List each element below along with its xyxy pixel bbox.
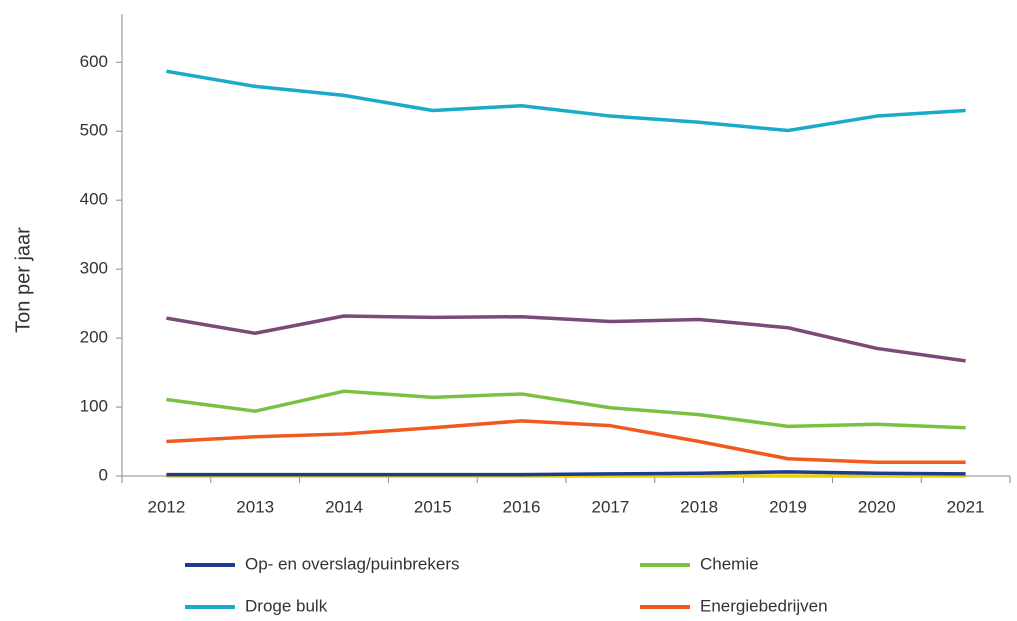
x-tick-label: 2021 bbox=[947, 497, 985, 516]
legend-label: Op- en overslag/puinbrekers bbox=[245, 554, 460, 573]
y-tick-label: 200 bbox=[80, 328, 108, 347]
x-tick-label: 2015 bbox=[414, 497, 452, 516]
y-tick-label: 600 bbox=[80, 52, 108, 71]
series-line bbox=[166, 419, 966, 464]
series-line bbox=[166, 470, 966, 477]
y-axis-label: Ton per jaar bbox=[12, 227, 34, 333]
series-line bbox=[166, 69, 966, 133]
x-tick-label: 2012 bbox=[147, 497, 185, 516]
x-tick-label: 2016 bbox=[503, 497, 541, 516]
y-tick-label: 400 bbox=[80, 190, 108, 209]
series-line bbox=[166, 314, 966, 363]
x-tick-label: 2018 bbox=[680, 497, 718, 516]
x-tick-label: 2014 bbox=[325, 497, 363, 516]
x-tick-label: 2013 bbox=[236, 497, 274, 516]
x-tick-label: 2020 bbox=[858, 497, 896, 516]
legend-label: Energiebedrijven bbox=[700, 596, 828, 615]
series-line bbox=[166, 389, 966, 430]
x-tick-label: 2017 bbox=[591, 497, 629, 516]
legend-label: Droge bulk bbox=[245, 596, 328, 615]
y-tick-label: 300 bbox=[80, 259, 108, 278]
y-tick-label: 100 bbox=[80, 397, 108, 416]
y-tick-label: 0 bbox=[99, 465, 108, 484]
legend-label: Chemie bbox=[700, 554, 759, 573]
y-tick-label: 500 bbox=[80, 121, 108, 140]
x-tick-label: 2019 bbox=[769, 497, 807, 516]
